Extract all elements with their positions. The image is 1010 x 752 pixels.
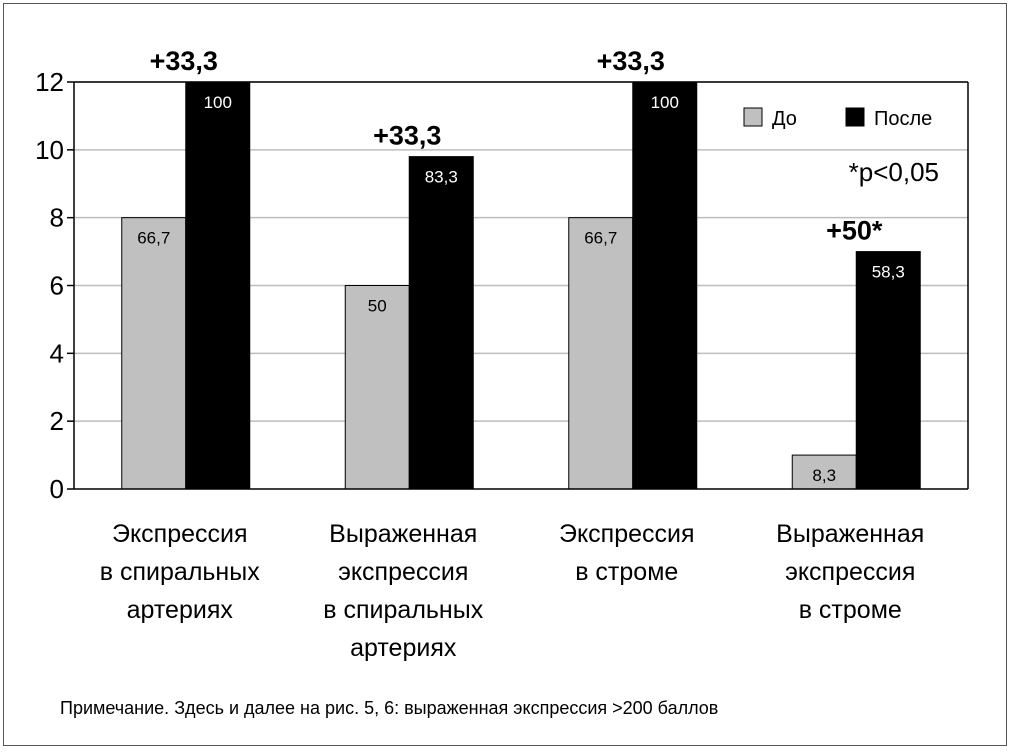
bar-value-label: 58,3 [872, 263, 905, 282]
y-tick-label: 12 [35, 67, 64, 97]
category-label: в строме [799, 596, 902, 624]
change-annotation: +50* [826, 216, 883, 246]
bar-value-label: 50 [368, 297, 387, 316]
y-tick-label: 6 [50, 271, 64, 301]
y-tick-label: 4 [50, 338, 64, 368]
change-annotation: +33,3 [150, 46, 218, 76]
category-label: артериях [350, 634, 457, 662]
category-label: в спиральных [100, 558, 260, 586]
y-tick-label: 2 [50, 406, 64, 436]
category-label: Экспрессия [112, 520, 248, 548]
bar-value-label: 8,3 [812, 466, 836, 485]
bar-value-label: 66,7 [584, 229, 617, 248]
legend-label-0: До [772, 108, 797, 130]
category-label: в строме [575, 558, 678, 586]
legend-label-1: После [874, 108, 932, 130]
bar-after [855, 251, 921, 490]
change-annotation: +33,3 [597, 46, 665, 76]
category-label: экспрессия [785, 558, 915, 586]
bar-after [632, 81, 698, 490]
bar-value-label: 66,7 [137, 229, 170, 248]
legend-swatch-0 [743, 107, 763, 127]
category-label: Экспрессия [559, 520, 695, 548]
category-label: Выраженная [329, 520, 477, 548]
y-tick-label: 10 [35, 135, 64, 165]
change-annotation: +33,3 [373, 121, 441, 151]
bar-before [121, 217, 187, 490]
chart-frame: 0 2 4 6 8 10 12 66,7 100 +33,3 Экспрессия в спираль… [3, 3, 1007, 746]
bar-after [408, 156, 474, 490]
bar-before [344, 285, 410, 490]
category-label: экспрессия [338, 558, 468, 586]
legend-swatch-1 [845, 107, 865, 127]
category-label: Выраженная [776, 520, 924, 548]
category-label: в спиральных [323, 596, 483, 624]
bar-before [568, 217, 634, 490]
y-tick-label: 0 [50, 474, 64, 504]
bar-value-label: 100 [204, 93, 232, 112]
significance-note: *p<0,05 [849, 157, 939, 187]
bar-chart: 0 2 4 6 8 10 12 66,7 100 +33,3 Экспрессия в спираль… [35, 46, 969, 662]
bar-value-label: 100 [651, 93, 679, 112]
bar-after [185, 81, 251, 490]
category-label: артериях [127, 596, 234, 624]
chart-note: Примечание. Здесь и далее на рис. 5, 6: … [60, 698, 719, 718]
y-tick-label: 8 [50, 203, 64, 233]
bar-value-label: 83,3 [425, 168, 458, 187]
